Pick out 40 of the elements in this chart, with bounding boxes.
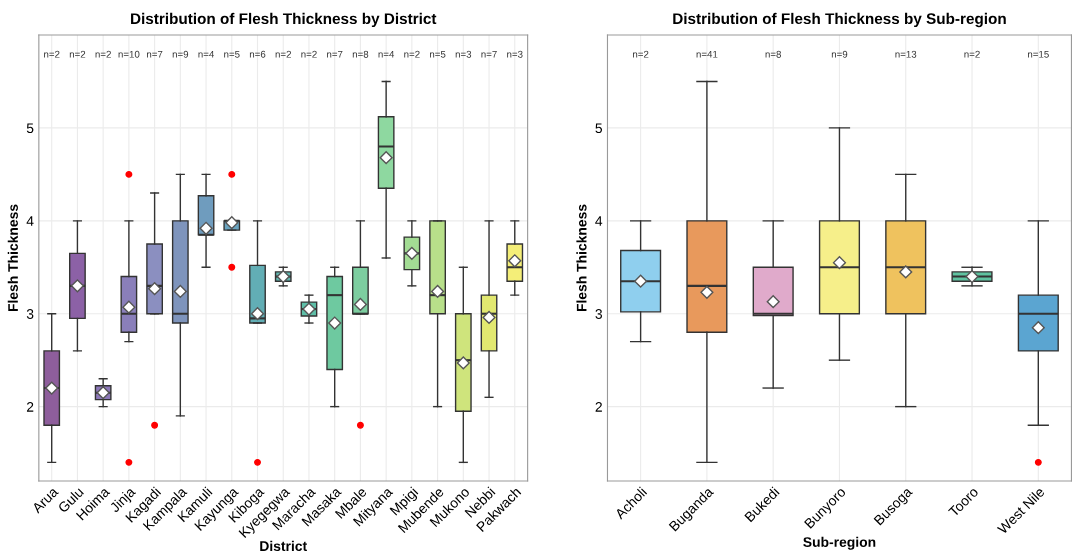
y-tick-label: 5: [595, 123, 603, 134]
y-axis-title: Flesh Thickness: [576, 204, 587, 312]
annotation: n=2: [633, 50, 649, 58]
annotation: n=10: [118, 50, 140, 58]
annotation: n=8: [765, 50, 781, 58]
y-tick-label: 3: [26, 309, 34, 319]
annotation: n=5: [429, 50, 446, 58]
annotation: n=4: [198, 50, 215, 58]
x-axis-title: District: [260, 540, 307, 552]
annotation: n=3: [507, 50, 523, 58]
y-axis-title: Flesh Thickness: [7, 204, 18, 312]
y-tick-label: 3: [595, 309, 603, 319]
annotation: n=4: [378, 50, 395, 58]
annotation: n=41: [696, 50, 718, 58]
y-tick-label: 5: [26, 123, 34, 134]
annotation: n=8: [352, 50, 369, 58]
annotation: n=7: [327, 50, 343, 58]
annotation: n=2: [964, 50, 980, 58]
annotation: n=2: [95, 50, 111, 58]
y-tick-label: 2: [595, 401, 602, 412]
x-axis-title: Sub-region: [803, 536, 876, 550]
annotation: n=7: [481, 50, 497, 58]
annotation: n=2: [69, 50, 86, 58]
annotation: n=7: [147, 50, 163, 58]
annotation: n=2: [404, 50, 420, 58]
chart-title: Distribution of Flesh Thickness by Sub-region: [673, 12, 1006, 28]
y-tick-label: 2: [26, 401, 34, 412]
annotation: n=9: [831, 50, 848, 58]
y-tick-label: 4: [595, 216, 603, 226]
annotation: n=15: [1028, 50, 1049, 58]
annotation: n=13: [895, 50, 917, 58]
annotation: n=5: [224, 50, 240, 58]
annotation: n=2: [44, 50, 60, 58]
annotation: n=2: [301, 50, 317, 58]
annotation: n=3: [455, 50, 472, 58]
chart-title: Distribution of Flesh Thickness by District: [131, 12, 437, 28]
y-tick-label: 4: [26, 216, 34, 226]
annotation: n=6: [249, 50, 266, 58]
annotation: n=2: [275, 50, 291, 58]
annotation: n=9: [172, 50, 189, 58]
